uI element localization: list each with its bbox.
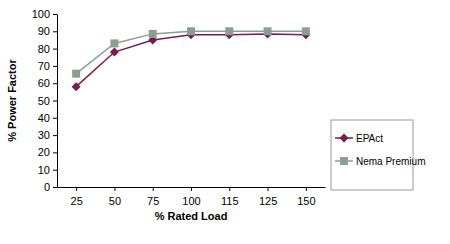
y-tick: 10 [38,164,57,176]
series-group [72,27,311,91]
legend-label: EPAct [356,133,383,144]
y-tick-label: 80 [38,43,50,55]
y-tick-label: 90 [38,25,50,37]
series-marker [149,30,157,38]
series-line [76,31,306,73]
series-marker [72,70,80,78]
legend-box [331,120,413,190]
legend-entry: EPAct [335,133,383,144]
y-tick-mark [53,14,57,15]
series-marker [264,27,272,35]
x-axis-title: % Rated Load [155,210,228,222]
y-tick-mark [53,83,57,84]
y-tick: 50 [38,95,57,107]
x-tick: 50 [109,187,121,207]
series-marker [110,39,118,47]
y-tick-mark [53,135,57,136]
x-tick-label: 100 [182,195,200,207]
y-tick: 0 [44,181,57,193]
x-tick-mark [306,187,307,191]
y-tick-label: 0 [44,181,50,193]
series-marker [110,48,119,57]
series-line [76,34,306,87]
y-tick: 70 [38,60,57,72]
y-tick-label: 50 [38,95,50,107]
series-marker [187,27,195,35]
y-tick-mark [53,49,57,50]
y-tick: 30 [38,129,57,141]
x-tick-mark [191,187,192,191]
y-tick-mark [53,66,57,67]
legend: EPAct Nema Premium [331,120,425,190]
legend-marker [340,134,349,143]
x-axis: 25 50 75 100 115 125 150 [58,187,326,207]
x-tick-mark [153,187,154,191]
legend-label: Nema Premium [356,156,425,167]
x-tick: 125 [259,187,277,207]
y-tick-label: 20 [38,146,50,158]
legend-marker [340,157,348,165]
y-tick: 80 [38,43,57,55]
y-axis-line [57,15,58,188]
y-tick: 90 [38,25,57,37]
y-tick: 20 [38,146,57,158]
y-axis: 0 10 20 30 40 50 60 70 80 90 100 [32,8,58,193]
legend-entry: Nema Premium [335,156,425,167]
x-tick-label: 75 [147,195,159,207]
y-tick: 100 [32,8,57,20]
y-tick: 40 [38,112,57,124]
x-tick-label: 50 [109,195,121,207]
x-tick-mark [229,187,230,191]
y-tick-label: 60 [38,77,50,89]
y-tick-label: 40 [38,112,50,124]
y-tick-mark [53,170,57,171]
chart: 0 10 20 30 40 50 60 70 80 90 100 25 50 75 100 115 125 150… [0,0,450,244]
y-tick-label: 70 [38,60,50,72]
x-tick: 25 [71,187,83,207]
x-tick-mark [114,187,115,191]
y-tick: 60 [38,77,57,89]
y-tick-mark [53,31,57,32]
y-tick-label: 100 [32,8,50,20]
x-tick-label: 25 [71,195,83,207]
y-tick-mark [53,118,57,119]
x-tick-mark [76,187,77,191]
x-tick-label: 150 [297,195,315,207]
y-tick-mark [53,101,57,102]
x-tick-label: 125 [259,195,277,207]
y-tick-label: 10 [38,164,50,176]
y-tick-label: 30 [38,129,50,141]
x-tick-label: 115 [221,195,239,207]
y-axis-title: % Power Factor [6,59,18,142]
series-marker [225,27,233,35]
x-tick: 150 [297,187,315,207]
x-tick: 100 [182,187,200,207]
x-tick: 115 [221,187,239,207]
y-tick-mark [53,187,57,188]
series-marker [302,27,310,35]
x-tick-mark [268,187,269,191]
series-marker [72,82,81,91]
y-tick-mark [53,152,57,153]
x-tick: 75 [147,187,159,207]
plot: 0 10 20 30 40 50 60 70 80 90 100 25 50 75 100 115 125 150 [32,8,326,207]
